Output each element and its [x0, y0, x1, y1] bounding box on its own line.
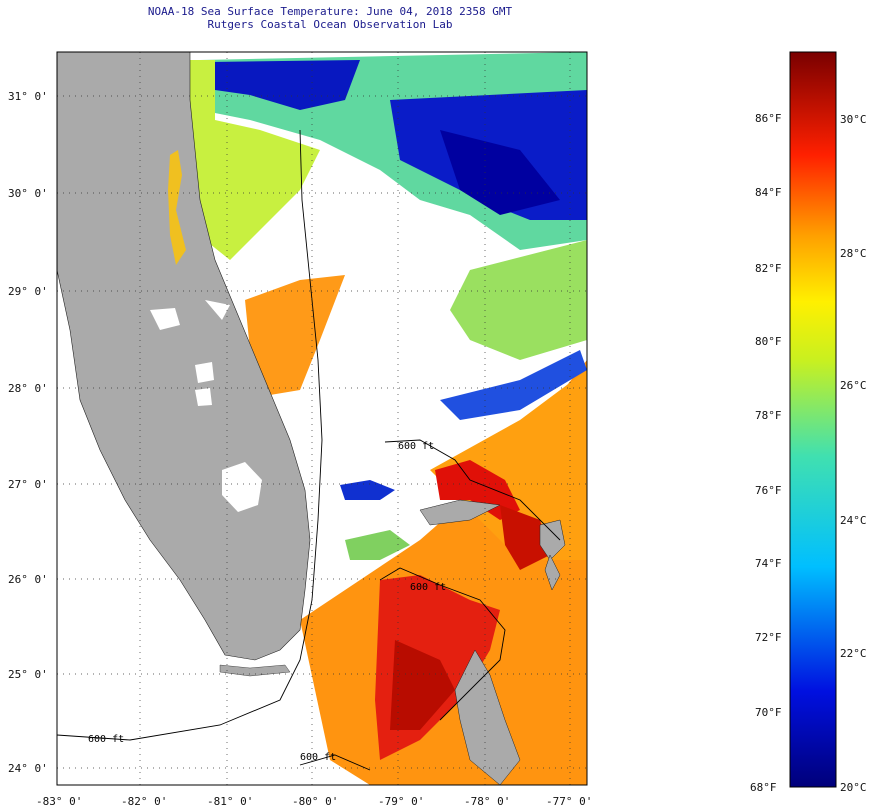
keys [219, 664, 291, 677]
colorbar-celsius-labels: 30°C 28°C 26°C 24°C 22°C 20°C [840, 113, 867, 794]
lat-tick: 27° 0' [8, 478, 48, 491]
cb-f-label: 68°F [750, 781, 777, 794]
sst-coastal-north [190, 60, 320, 260]
cb-c-label: 24°C [840, 514, 867, 527]
contour-600ft-south [379, 567, 506, 721]
sst-hot-andros [500, 505, 550, 570]
sst-cold-blue-1 [210, 60, 360, 110]
lat-tick: 29° 0' [8, 285, 48, 298]
sst-coastal-mid [245, 275, 345, 395]
cb-f-label: 76°F [755, 484, 782, 497]
latitude-axis: 31° 0' 30° 0' 29° 0' 28° 0' 27° 0' 26° 0… [8, 90, 48, 775]
bahamas-andros [454, 649, 521, 785]
lon-tick: -79° 0' [378, 795, 424, 808]
bahamas-abaco [539, 519, 566, 561]
cb-f-label: 80°F [755, 335, 782, 348]
grid-lines [57, 52, 587, 785]
bahamas-grand [419, 499, 501, 526]
cb-f-label: 72°F [755, 631, 782, 644]
lat-tick: 26° 0' [8, 573, 48, 586]
lat-tick: 24° 0' [8, 762, 48, 775]
cb-c-label: 30°C [840, 113, 867, 126]
st-johns-river [168, 150, 186, 265]
contour-label-gulf: 600 ft [88, 734, 124, 745]
lon-tick: -78° 0' [464, 795, 510, 808]
map-subtitle: Rutgers Coastal Ocean Observation Lab [207, 18, 453, 31]
sst-warm-east [430, 370, 587, 560]
sst-cold-blue-3 [440, 130, 560, 215]
lon-tick: -83° 0' [36, 795, 82, 808]
contour-label-straits: 600 ft [300, 752, 336, 763]
lon-tick: -81° 0' [207, 795, 253, 808]
lat-tick: 28° 0' [8, 382, 48, 395]
cb-c-label: 28°C [840, 247, 867, 260]
cb-f-label: 84°F [755, 186, 782, 199]
cb-f-label: 78°F [755, 409, 782, 422]
lon-tick: -77° 0' [546, 795, 592, 808]
bahamas-eleuthera [544, 554, 561, 591]
colorbar [789, 51, 837, 788]
lat-tick: 30° 0' [8, 187, 48, 200]
longitude-axis: -83° 0' -82° 0' -81° 0' -80° 0' -79° 0' … [36, 795, 592, 808]
sst-teal-patch [345, 530, 410, 560]
cb-f-label: 70°F [755, 706, 782, 719]
lon-tick: -82° 0' [121, 795, 167, 808]
map-title: NOAA-18 Sea Surface Temperature: June 04… [147, 5, 513, 18]
colorbar-fahrenheit-labels: 86°F 84°F 82°F 80°F 78°F 76°F 74°F 72°F … [750, 112, 782, 794]
inland-lakes [150, 300, 230, 406]
cb-c-label: 26°C [840, 379, 867, 392]
cb-c-label: 20°C [840, 781, 867, 794]
cb-c-label: 22°C [840, 647, 867, 660]
sst-blue-patch [340, 480, 395, 500]
sst-blue-strip [440, 350, 587, 420]
lon-tick: -80° 0' [292, 795, 338, 808]
cb-f-label: 86°F [755, 112, 782, 125]
contour-600ft-bahama [384, 439, 561, 541]
sst-mixed-east [450, 240, 587, 360]
cb-f-label: 74°F [755, 557, 782, 570]
map-frame [56, 51, 588, 786]
contour-600ft-gulf [57, 129, 323, 741]
map-area [57, 52, 587, 785]
lat-tick: 25° 0' [8, 668, 48, 681]
contour-label-south: 600 ft [410, 582, 446, 593]
sst-hot-core [390, 640, 455, 730]
lake-okeechobee [222, 462, 262, 512]
contour-600ft-straits [299, 754, 371, 771]
contour-label-bahama: 600 ft [398, 441, 434, 452]
cb-f-label: 82°F [755, 262, 782, 275]
lat-tick: 31° 0' [8, 90, 48, 103]
